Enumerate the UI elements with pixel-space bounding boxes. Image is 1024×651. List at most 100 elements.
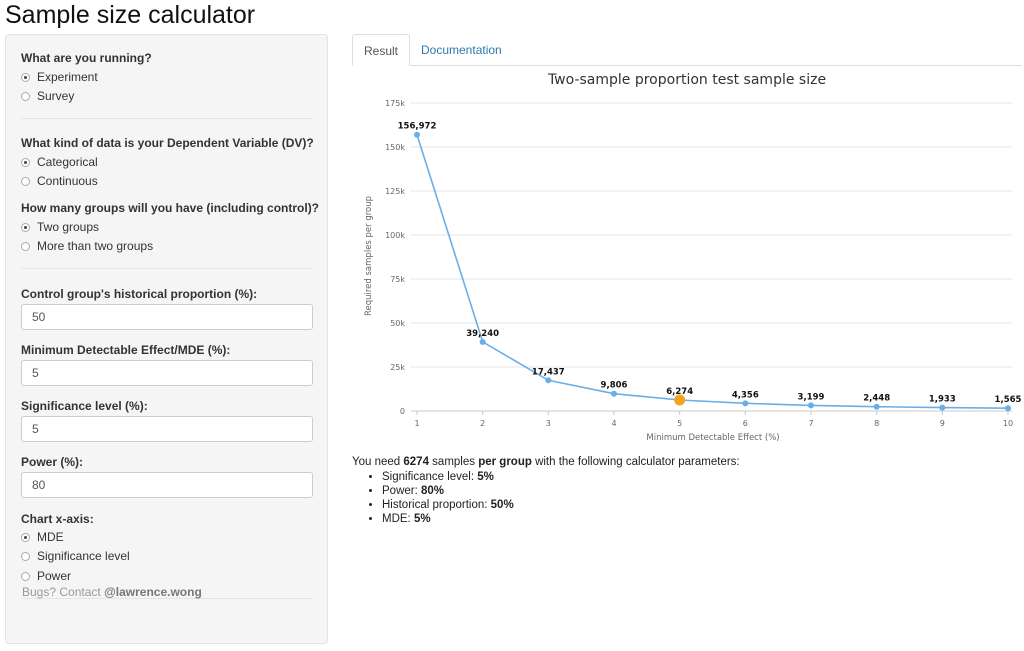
x-tick-label: 6 xyxy=(743,419,748,428)
sample-size-value: 6274 xyxy=(403,456,429,468)
x-tick-label: 9 xyxy=(940,419,945,428)
radio-more-groups[interactable]: More than two groups xyxy=(21,239,153,253)
historical-proportion-input[interactable] xyxy=(21,304,313,330)
data-label: 39,240 xyxy=(466,329,499,339)
summary-prefix: You need xyxy=(352,456,404,468)
summary-suffix: with the following calculator parameters… xyxy=(531,456,740,468)
data-point xyxy=(545,377,552,384)
power-label: Power (%): xyxy=(21,455,84,469)
radio-unchecked-icon[interactable] xyxy=(21,551,30,561)
radio-xaxis-power-label: Power xyxy=(37,569,72,583)
x-axis-ticks: 1 2 3 4 5 6 7 8 9 10 xyxy=(414,419,1013,428)
radio-unchecked-icon[interactable] xyxy=(21,176,30,186)
page-title: Sample size calculator xyxy=(5,1,256,29)
y-tick-label: 25k xyxy=(390,363,405,372)
tab-bar: Result Documentation xyxy=(352,34,1022,66)
x-tick-label: 2 xyxy=(480,419,485,428)
x-tick-label: 3 xyxy=(546,419,551,428)
data-label: 4,356 xyxy=(732,390,759,400)
y-tick-label: 75k xyxy=(390,275,405,284)
radio-unchecked-icon[interactable] xyxy=(21,241,30,251)
data-point xyxy=(414,131,420,138)
data-label: 156,972 xyxy=(398,122,437,132)
radio-xaxis-mde-label: MDE xyxy=(37,530,64,544)
x-tick-label: 1 xyxy=(414,419,419,428)
radio-checked-icon[interactable] xyxy=(21,157,30,167)
chart-title: Two-sample proportion test sample size xyxy=(547,72,826,88)
data-labels: 156,972 39,240 17,437 9,806 6,274 4,356 3,199 2… xyxy=(398,122,1022,406)
tab-result[interactable]: Result xyxy=(352,34,411,66)
radio-survey[interactable]: Survey xyxy=(21,89,74,103)
radio-xaxis-significance[interactable]: Significance level xyxy=(21,549,130,563)
per-group-text: per group xyxy=(478,456,532,468)
sample-size-chart: Two-sample proportion test sample size 0… xyxy=(352,66,1022,451)
significance-label: Significance level (%): xyxy=(21,399,148,413)
y-tick-label: 175k xyxy=(385,99,405,108)
data-label: 17,437 xyxy=(532,367,565,377)
param-label: Significance level: xyxy=(382,471,478,483)
radio-xaxis-power[interactable]: Power xyxy=(21,569,71,583)
y-tick-label: 0 xyxy=(400,407,405,416)
radio-continuous[interactable]: Continuous xyxy=(21,174,98,188)
mde-label: Minimum Detectable Effect/MDE (%): xyxy=(21,343,231,357)
mde-input[interactable] xyxy=(21,360,313,386)
highlighted-data-point xyxy=(674,394,686,406)
data-point xyxy=(1005,405,1011,412)
radio-two-groups[interactable]: Two groups xyxy=(21,220,99,234)
historical-proportion-label: Control group's historical proportion (%… xyxy=(21,287,258,301)
x-tick-label: 7 xyxy=(808,419,813,428)
x-tick-label: 4 xyxy=(611,419,616,428)
data-point xyxy=(479,338,486,345)
result-summary: You need 6274 samples per group with the… xyxy=(352,455,740,526)
groups-question-label: How many groups will you have (including… xyxy=(21,201,320,215)
power-input[interactable] xyxy=(21,472,313,498)
data-points xyxy=(414,131,1011,412)
data-label: 9,806 xyxy=(601,381,628,391)
param-label: Power: xyxy=(382,485,421,497)
param-value: 5% xyxy=(477,471,494,483)
radio-two-groups-label: Two groups xyxy=(37,220,100,234)
radio-continuous-label: Continuous xyxy=(37,174,98,188)
radio-experiment[interactable]: Experiment xyxy=(21,70,98,84)
summary-sentence: You need 6274 samples per group with the… xyxy=(352,455,740,469)
dv-question-label: What kind of data is your Dependent Vari… xyxy=(21,136,314,150)
x-tick-label: 10 xyxy=(1003,419,1013,428)
param-label: Historical proportion: xyxy=(382,499,491,511)
x-tick-label: 8 xyxy=(874,419,879,428)
radio-xaxis-mde[interactable]: MDE xyxy=(21,530,64,544)
radio-categorical[interactable]: Categorical xyxy=(21,155,98,169)
summary-mid: samples xyxy=(428,456,479,468)
param-historical: Historical proportion: 50% xyxy=(382,498,740,512)
data-label: 6,274 xyxy=(666,387,693,397)
x-tick-label: 5 xyxy=(677,419,682,428)
param-power: Power: 80% xyxy=(382,484,740,498)
chart-xaxis-label: Chart x-axis: xyxy=(21,512,94,526)
radio-unchecked-icon[interactable] xyxy=(21,571,30,581)
sidebar-panel: What are you running? Experiment Survey … xyxy=(5,34,328,644)
bug-report-prefix: Bugs? Contact xyxy=(22,585,105,599)
radio-checked-icon[interactable] xyxy=(21,222,30,232)
bug-report-note: Bugs? Contact @lawrence.wong xyxy=(22,585,202,599)
y-tick-label: 100k xyxy=(385,231,405,240)
data-point xyxy=(742,400,749,407)
chart-gridlines xyxy=(411,102,1012,415)
section-divider xyxy=(21,118,312,119)
series-line xyxy=(416,134,1009,409)
data-point xyxy=(808,402,814,409)
radio-unchecked-icon[interactable] xyxy=(21,91,30,101)
data-label: 1,933 xyxy=(929,395,956,405)
radio-checked-icon[interactable] xyxy=(21,532,30,542)
param-mde: MDE: 5% xyxy=(382,512,740,526)
radio-more-groups-label: More than two groups xyxy=(37,239,154,253)
tab-documentation[interactable]: Documentation xyxy=(421,43,502,57)
param-value: 50% xyxy=(490,499,514,511)
radio-survey-label: Survey xyxy=(37,89,75,103)
data-label: 2,448 xyxy=(863,394,890,404)
radio-checked-icon[interactable] xyxy=(21,72,30,82)
y-tick-label: 125k xyxy=(385,187,405,196)
section-divider xyxy=(21,268,312,269)
parameter-list: Significance level: 5% Power: 80% Histor… xyxy=(352,470,740,526)
data-label: 1,565 xyxy=(995,395,1022,405)
significance-input[interactable] xyxy=(21,416,313,442)
radio-categorical-label: Categorical xyxy=(37,155,98,169)
